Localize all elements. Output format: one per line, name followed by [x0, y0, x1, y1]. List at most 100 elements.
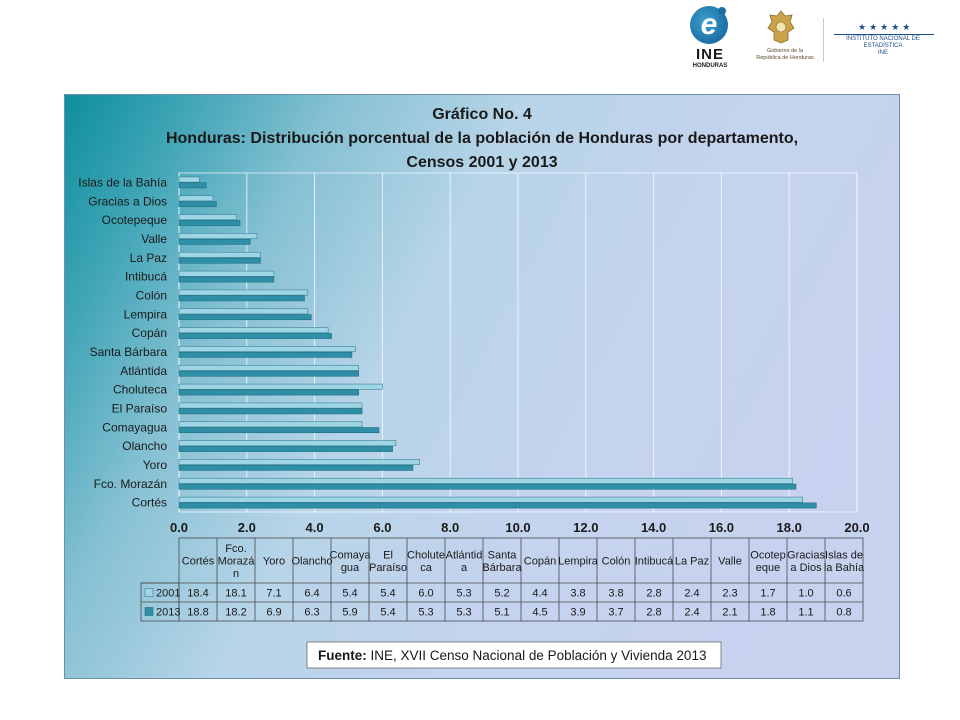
bar-2001 [178, 233, 258, 239]
category-label: Islas de la Bahía [78, 175, 167, 189]
table-cell: 2.8 [646, 588, 661, 600]
category-label: Intibucá [125, 270, 167, 284]
table-cell: 2.1 [722, 607, 737, 619]
institute-logo-line2: ESTADÍSTICA [863, 43, 903, 49]
table-cell: 1.1 [798, 607, 813, 619]
x-tick-label: 8.0 [441, 520, 459, 535]
table-cell: 5.4 [342, 588, 357, 600]
bar-2001 [178, 459, 420, 465]
table-header: Valle [718, 556, 742, 568]
category-label: Lempira [124, 307, 168, 321]
institute-logo: ★★★★★ INSTITUTO NACIONAL DE ESTADÍSTICA … [828, 22, 938, 62]
category-label: Ocotepeque [102, 213, 168, 227]
ine-logo: e INE HONDURAS [688, 6, 732, 72]
x-tick-label: 6.0 [373, 520, 391, 535]
x-tick-label: 14.0 [641, 520, 666, 535]
table-cell: 6.4 [304, 588, 319, 600]
category-label: Atlántida [120, 364, 167, 378]
government-logo-line2: República de Honduras [756, 55, 814, 61]
bar-2013 [178, 427, 380, 434]
table-cell: 18.1 [225, 588, 246, 600]
table-cell: 5.9 [342, 607, 357, 619]
legend-label-2013: 2013 [156, 607, 180, 619]
table-header: Fco. Morazá n [218, 543, 256, 580]
stars-icon: ★★★★★ [858, 22, 914, 32]
table-header: El Paraíso [369, 549, 407, 574]
bar-2001 [178, 195, 214, 202]
bar-2001 [178, 402, 363, 409]
bar-chart: Gráfico No. 4 Honduras: Distribución porc… [78, 106, 870, 669]
institute-logo-line3: INE [877, 50, 888, 56]
x-axis-ticks: 0.0 2.0 4.0 6.0 8.0 10.0 12.0 14.0 16.0 18.0 20.0 [170, 520, 870, 535]
government-logo-line1: Gobierno de la [766, 48, 804, 54]
bar-2001 [178, 308, 309, 315]
bar-2001 [178, 477, 793, 484]
table-cell: 3.7 [608, 607, 623, 619]
table-cell: 1.8 [760, 607, 775, 619]
category-label: Gracias a Dios [88, 194, 167, 208]
table-header: Atlántid a [446, 549, 483, 574]
table-cell: 2.4 [684, 607, 699, 619]
legend-key-2013 [144, 607, 154, 616]
x-tick-label: 10.0 [505, 520, 530, 535]
table-cell: 7.1 [266, 588, 281, 600]
source-label: Fuente: [318, 648, 367, 663]
bar-2013 [178, 502, 817, 509]
bar-2013 [178, 483, 797, 490]
institute-logo-line1: INSTITUTO NACIONAL DE [846, 36, 920, 42]
table-header: Olancho [292, 556, 333, 568]
chart-bars [178, 176, 817, 509]
legend-key-2001 [144, 588, 154, 597]
table-cell: 18.4 [187, 588, 208, 600]
category-labels: Cortés Fco. Morazán Yoro Olancho Comayagua El… [78, 175, 167, 509]
table-cell: 1.0 [798, 588, 813, 600]
table-header: Islas de la Bahía [824, 549, 865, 574]
bar-2001 [178, 364, 359, 371]
table-header: Cortés [182, 556, 215, 568]
category-label: Santa Bárbara [90, 345, 168, 359]
table-cell: 0.6 [836, 588, 851, 600]
bar-2001 [178, 251, 261, 258]
table-cell: 5.3 [456, 588, 471, 600]
table-cell: 18.8 [187, 607, 208, 619]
chart-title-line-1: Gráfico No. 4 [432, 106, 532, 123]
ine-logo-name: INE [695, 46, 724, 63]
table-cell: 5.3 [418, 607, 433, 619]
x-tick-label: 0.0 [170, 520, 188, 535]
legend-label-2001: 2001 [156, 588, 180, 600]
x-tick-label: 20.0 [844, 520, 869, 535]
category-label: Yoro [143, 458, 168, 472]
bar-2001 [178, 496, 804, 503]
chart-grid [178, 172, 858, 513]
table-header: Yoro [263, 556, 285, 568]
bar-2013 [178, 370, 359, 377]
table-header: Intibucá [635, 556, 674, 568]
table-cell: 4.4 [532, 588, 547, 600]
table-cell: 2.8 [646, 607, 661, 619]
category-label: Colón [136, 288, 167, 302]
coat-of-arms-icon [767, 10, 795, 44]
table-cell: 1.7 [760, 588, 775, 600]
table-cell: 5.1 [494, 607, 509, 619]
x-tick-label: 12.0 [573, 520, 598, 535]
table-cell: 0.8 [836, 607, 851, 619]
bar-2013 [178, 314, 312, 321]
bar-2001 [178, 346, 356, 352]
category-label: Cortés [132, 496, 167, 510]
chart-frame: Gráfico No. 4 Honduras: Distribución porc… [64, 94, 900, 679]
table-header: Colón [602, 556, 631, 568]
bar-2013 [178, 446, 393, 452]
table-header: Ocotep eque [750, 549, 785, 574]
table-cell: 5.3 [456, 607, 471, 619]
bar-2001 [178, 214, 237, 221]
x-tick-label: 4.0 [306, 520, 324, 535]
table-cell: 2.4 [684, 588, 699, 600]
bar-2013 [178, 351, 353, 358]
government-logo: Gobierno de la República de Honduras [752, 10, 818, 74]
chart-title-line-2: Honduras: Distribución porcentual de la … [166, 130, 798, 147]
category-label: La Paz [130, 251, 167, 265]
source-box: Fuente: INE, XVII Censo Nacional de Pobl… [306, 641, 722, 669]
bar-2013 [178, 408, 363, 415]
source-box-bg [306, 641, 722, 669]
source-body: INE, XVII Censo Nacional de Población y … [367, 648, 707, 663]
